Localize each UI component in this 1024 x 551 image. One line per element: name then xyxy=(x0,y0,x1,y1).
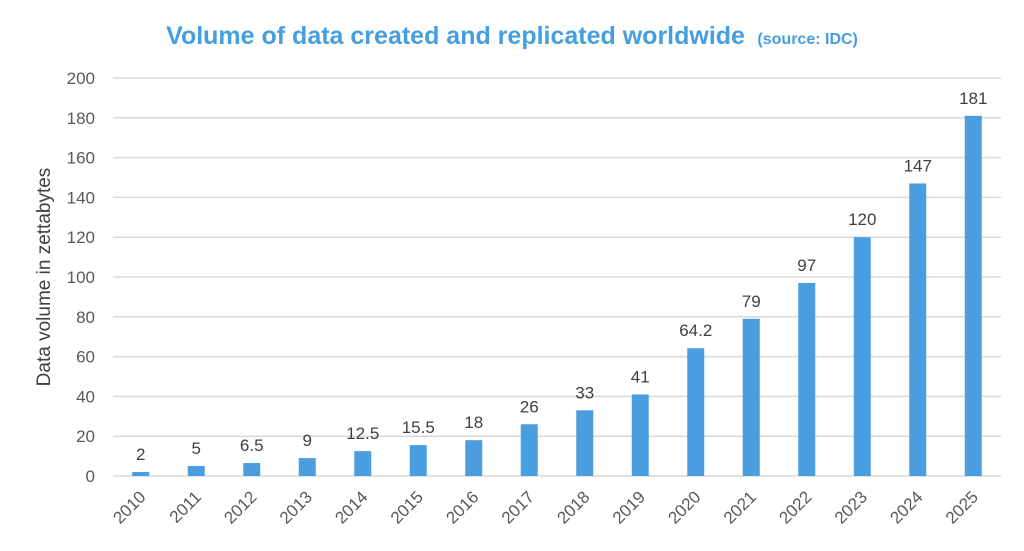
bar-2019 xyxy=(631,394,649,476)
data-label-2017: 26 xyxy=(520,397,539,416)
bar-2016 xyxy=(465,440,483,476)
y-tick-label: 200 xyxy=(67,69,95,88)
x-tick-label: 2010 xyxy=(109,487,149,527)
x-tick-label: 2016 xyxy=(442,487,482,527)
x-tick-label: 2017 xyxy=(498,487,538,527)
title-source: (source: IDC) xyxy=(757,31,857,48)
data-labels: 2 5 6.5 9 12.5 15.5 18 26 33 41 64.2 79 97 120 147 181 xyxy=(136,89,987,464)
bar-2015 xyxy=(409,445,427,476)
x-tick-label: 2024 xyxy=(886,487,926,527)
y-tick-label: 80 xyxy=(76,308,95,327)
y-tick-label: 140 xyxy=(67,188,95,207)
data-label-2024: 147 xyxy=(904,156,932,175)
x-tick-label: 2014 xyxy=(331,487,371,527)
x-tick-label: 2015 xyxy=(387,487,427,527)
bar-2018 xyxy=(576,410,594,476)
data-label-2013: 9 xyxy=(303,431,312,450)
y-tick-label: 180 xyxy=(67,109,95,128)
data-label-2025: 181 xyxy=(959,89,987,108)
data-label-2019: 41 xyxy=(631,367,650,386)
x-tick-label: 2023 xyxy=(831,487,871,527)
y-tick-label: 160 xyxy=(67,149,95,168)
y-tick-label: 40 xyxy=(76,387,95,406)
y-axis-label: Data volume in zettabytes xyxy=(34,168,55,387)
x-tick-label: 2022 xyxy=(775,487,815,527)
bar-2014 xyxy=(354,451,372,476)
gridlines xyxy=(113,77,1001,477)
x-tick-label: 2018 xyxy=(553,487,593,527)
x-tick-label: 2020 xyxy=(664,487,704,527)
data-label-2021: 79 xyxy=(742,292,761,311)
data-label-2020: 64.2 xyxy=(679,321,712,340)
x-tick-label: 2013 xyxy=(276,487,316,527)
bar-2025 xyxy=(964,115,982,476)
bar-2023 xyxy=(853,237,871,476)
bar-2017 xyxy=(520,424,538,476)
data-label-2011: 5 xyxy=(192,439,201,458)
bar-2011 xyxy=(187,466,205,476)
x-tick-label: 2025 xyxy=(942,487,982,527)
bar-2012 xyxy=(243,463,261,476)
y-tick-label: 100 xyxy=(67,268,95,287)
data-label-2015: 15.5 xyxy=(402,418,435,437)
bar-2020 xyxy=(687,348,705,476)
y-tick-label: 0 xyxy=(86,467,95,486)
bar-2024 xyxy=(909,183,927,476)
data-label-2016: 18 xyxy=(464,413,483,432)
bar-2010 xyxy=(132,472,150,476)
x-ticks: 2010 2011 2012 2013 2014 2015 2016 2017 2018 2019… xyxy=(109,487,982,527)
bar-2022 xyxy=(798,282,816,476)
y-tick-label: 20 xyxy=(76,427,95,446)
bar-2021 xyxy=(742,318,760,476)
x-tick-label: 2021 xyxy=(720,487,760,527)
bars xyxy=(132,115,982,476)
y-tick-label: 60 xyxy=(76,348,95,367)
data-label-2010: 2 xyxy=(136,445,145,464)
x-tick-label: 2011 xyxy=(166,487,205,526)
y-ticks: 0 20 40 60 80 100 120 140 160 180 200 xyxy=(67,69,95,486)
x-tick-label: 2019 xyxy=(609,487,649,527)
x-tick-label: 2012 xyxy=(220,487,260,527)
data-label-2022: 97 xyxy=(797,256,816,275)
title-main: Volume of data created and replicated wo… xyxy=(166,22,745,50)
chart-title: Volume of data created and replicated wo… xyxy=(166,22,858,50)
data-label-2023: 120 xyxy=(848,210,876,229)
bar-2013 xyxy=(298,458,316,476)
data-label-2014: 12.5 xyxy=(346,424,379,443)
y-tick-label: 120 xyxy=(67,228,95,247)
data-label-2018: 33 xyxy=(575,383,594,402)
data-label-2012: 6.5 xyxy=(240,436,264,455)
